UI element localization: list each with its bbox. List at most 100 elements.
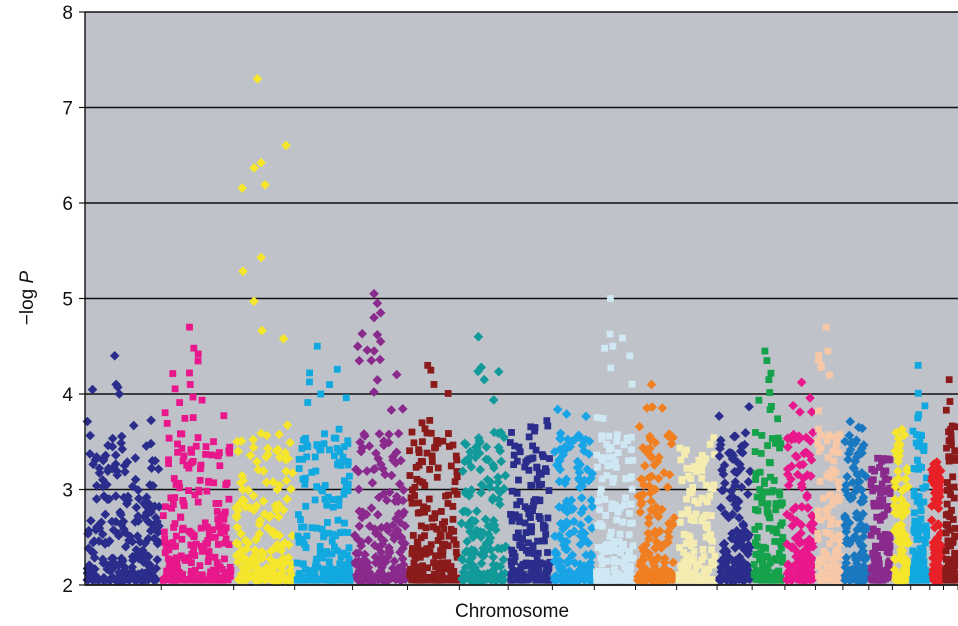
data-point — [481, 454, 491, 465]
data-point — [424, 361, 432, 369]
data-point — [642, 445, 652, 455]
data-point — [576, 493, 587, 503]
data-point — [527, 514, 534, 521]
data-point — [756, 550, 764, 558]
data-point — [546, 558, 554, 566]
data-point — [833, 438, 841, 446]
data-point — [161, 535, 169, 543]
data-point — [191, 576, 199, 584]
data-point — [575, 539, 586, 550]
data-point — [702, 455, 710, 463]
data-point — [311, 563, 319, 570]
data-point — [425, 495, 433, 503]
data-point — [783, 442, 793, 452]
data-point — [921, 539, 929, 547]
data-point — [613, 516, 621, 524]
data-point — [801, 432, 811, 443]
data-point — [880, 470, 887, 478]
data-point — [335, 501, 343, 509]
data-point — [593, 463, 601, 471]
data-point — [273, 444, 283, 455]
data-point — [759, 562, 767, 570]
data-point — [160, 528, 168, 536]
data-point — [917, 515, 925, 523]
data-point — [734, 563, 745, 574]
data-point — [430, 576, 438, 584]
data-point — [353, 484, 364, 495]
data-point — [836, 431, 844, 438]
data-point — [947, 491, 954, 499]
data-point — [646, 496, 657, 507]
data-point — [579, 475, 590, 486]
data-point — [97, 529, 108, 540]
data-point — [684, 576, 692, 584]
data-point — [513, 574, 521, 582]
data-point — [783, 480, 794, 491]
data-point — [416, 575, 423, 583]
data-point — [900, 574, 910, 584]
data-point — [86, 515, 96, 526]
data-point — [890, 482, 901, 492]
data-point — [774, 556, 782, 564]
data-point — [406, 447, 413, 455]
data-point — [946, 398, 954, 405]
data-point — [417, 457, 425, 465]
data-point — [525, 539, 532, 547]
data-point — [413, 475, 421, 483]
data-point — [180, 499, 188, 507]
data-point — [342, 457, 350, 465]
data-point — [645, 431, 655, 442]
data-point — [388, 563, 398, 574]
data-point — [817, 516, 825, 524]
data-point — [583, 514, 594, 525]
data-point — [508, 546, 516, 554]
data-point — [286, 484, 296, 494]
data-point — [752, 429, 759, 436]
data-point — [587, 501, 598, 512]
data-point — [506, 439, 514, 446]
data-point — [220, 412, 228, 420]
data-point — [326, 571, 334, 579]
data-point — [561, 409, 572, 419]
data-point — [952, 423, 958, 431]
data-point — [767, 369, 775, 377]
data-point — [187, 541, 195, 549]
data-point — [835, 531, 843, 539]
data-point — [867, 481, 875, 488]
data-point — [619, 334, 626, 342]
data-point — [133, 511, 143, 521]
data-point — [311, 453, 319, 461]
data-point — [128, 420, 139, 431]
data-point — [423, 505, 431, 512]
y-tick-label-2: 2 — [62, 576, 73, 597]
data-point — [538, 451, 546, 459]
data-point — [915, 411, 923, 419]
data-point — [471, 574, 481, 585]
data-point — [602, 512, 610, 519]
data-point — [693, 576, 700, 584]
data-point — [127, 562, 138, 572]
data-point — [103, 537, 114, 548]
data-point — [585, 557, 596, 568]
data-point — [147, 456, 158, 466]
data-point — [306, 378, 313, 386]
data-point — [376, 459, 386, 470]
data-point — [318, 550, 325, 558]
data-point — [515, 476, 522, 484]
data-point — [814, 437, 822, 445]
data-point — [521, 503, 529, 511]
data-point — [683, 446, 690, 454]
data-point — [269, 575, 280, 586]
data-point — [542, 530, 550, 538]
data-point — [510, 461, 518, 469]
data-point — [608, 505, 615, 512]
data-point — [298, 445, 306, 452]
data-point — [324, 576, 332, 584]
data-point — [226, 443, 234, 451]
data-point — [544, 422, 552, 430]
data-point — [439, 546, 447, 554]
data-point — [384, 429, 394, 440]
data-point — [914, 442, 922, 450]
data-point — [786, 574, 796, 585]
data-point — [779, 534, 787, 541]
